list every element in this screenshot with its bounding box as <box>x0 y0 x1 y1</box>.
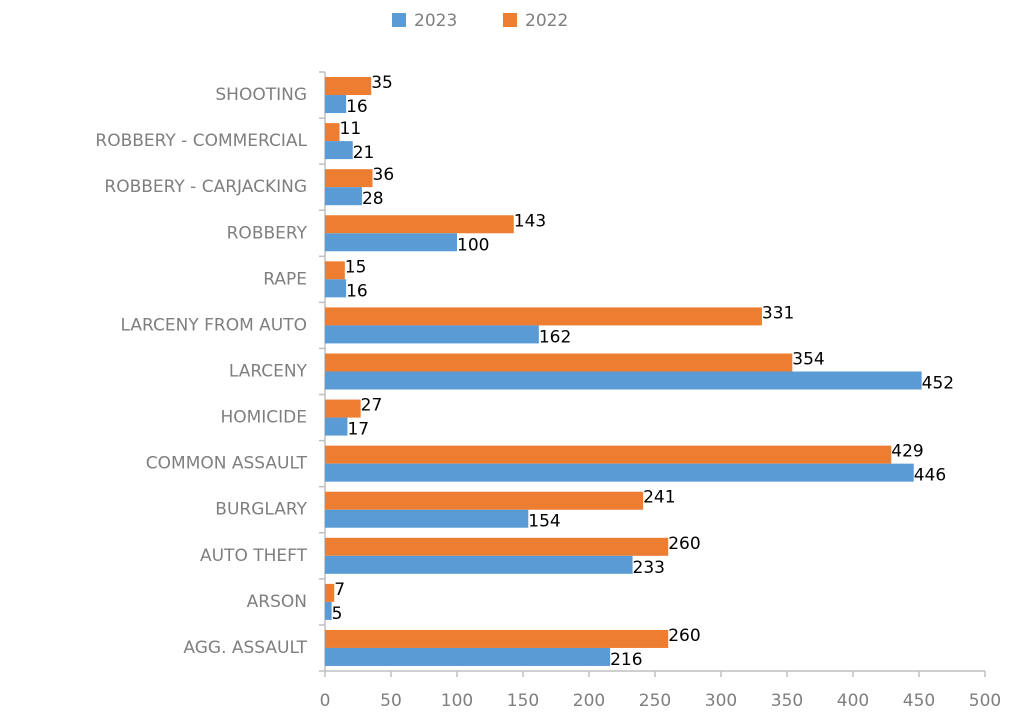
data-label: 16 <box>346 281 368 301</box>
category-label: ARSON <box>247 592 307 612</box>
legend-swatch <box>503 13 517 27</box>
data-label: 154 <box>528 512 560 532</box>
x-tick-label: 0 <box>320 691 331 711</box>
legend-label: 2022 <box>525 11 568 31</box>
data-label: 331 <box>762 303 794 323</box>
bar <box>325 445 892 464</box>
data-label: 35 <box>371 73 393 93</box>
data-label: 15 <box>345 257 367 277</box>
bar <box>325 325 539 344</box>
x-tick-label: 200 <box>573 691 605 711</box>
x-tick-label: 500 <box>969 691 1001 711</box>
data-label: 21 <box>353 143 375 163</box>
data-label: 162 <box>539 327 571 347</box>
data-label: 5 <box>332 604 343 624</box>
data-label: 354 <box>792 350 824 370</box>
category-label: SHOOTING <box>215 85 307 105</box>
bar <box>325 399 361 418</box>
category-label: COMMON ASSAULT <box>146 454 308 474</box>
bar <box>325 233 457 252</box>
data-label: 17 <box>347 420 369 440</box>
legend-label: 2023 <box>414 11 457 31</box>
data-label: 27 <box>361 396 383 416</box>
bar <box>325 417 348 436</box>
data-label: 28 <box>362 189 384 209</box>
data-label: 7 <box>334 580 345 600</box>
legend-swatch <box>392 13 406 27</box>
bar <box>325 261 345 280</box>
bar <box>325 279 347 298</box>
data-label: 260 <box>668 534 700 554</box>
bar <box>325 491 644 510</box>
data-label: 429 <box>891 442 923 462</box>
category-label: AGG. ASSAULT <box>183 638 307 658</box>
bar <box>325 123 340 142</box>
bar <box>325 537 669 556</box>
data-label: 143 <box>514 211 546 231</box>
bar <box>325 187 362 206</box>
bar <box>325 77 372 96</box>
category-label: HOMICIDE <box>220 408 307 428</box>
bar <box>325 215 514 234</box>
data-label: 36 <box>373 165 395 185</box>
x-tick-label: 300 <box>705 691 737 711</box>
data-label: 446 <box>914 466 946 486</box>
data-label: 16 <box>346 97 368 117</box>
data-label: 241 <box>643 488 675 508</box>
x-tick-label: 350 <box>771 691 803 711</box>
bar <box>325 647 611 666</box>
data-label: 260 <box>668 626 700 646</box>
bar <box>325 463 914 482</box>
category-label: ROBBERY <box>227 223 308 243</box>
data-label: 100 <box>457 235 489 255</box>
x-tick-label: 100 <box>441 691 473 711</box>
category-label: AUTO THEFT <box>200 546 308 566</box>
x-tick-label: 250 <box>639 691 671 711</box>
bar <box>325 353 793 372</box>
x-tick-label: 150 <box>507 691 539 711</box>
data-label: 233 <box>633 558 665 578</box>
bar <box>325 583 335 602</box>
x-tick-label: 400 <box>837 691 869 711</box>
bar <box>325 629 669 648</box>
data-label: 452 <box>922 374 954 394</box>
x-tick-label: 450 <box>903 691 935 711</box>
bar <box>325 371 922 390</box>
category-label: ROBBERY - COMMERCIAL <box>95 131 307 151</box>
data-label: 216 <box>610 650 642 670</box>
bar <box>325 509 529 528</box>
bar <box>325 95 347 114</box>
category-label: LARCENY <box>229 362 308 382</box>
bar <box>325 555 633 574</box>
category-label: LARCENY FROM AUTO <box>121 315 307 335</box>
bar <box>325 601 332 620</box>
data-label: 11 <box>340 119 362 139</box>
bar <box>325 169 373 188</box>
x-tick-label: 50 <box>380 691 402 711</box>
category-label: RAPE <box>263 269 307 289</box>
bar <box>325 141 353 160</box>
bar <box>325 307 762 326</box>
category-label: BURGLARY <box>215 500 307 520</box>
category-label: ROBBERY - CARJACKING <box>104 177 307 197</box>
